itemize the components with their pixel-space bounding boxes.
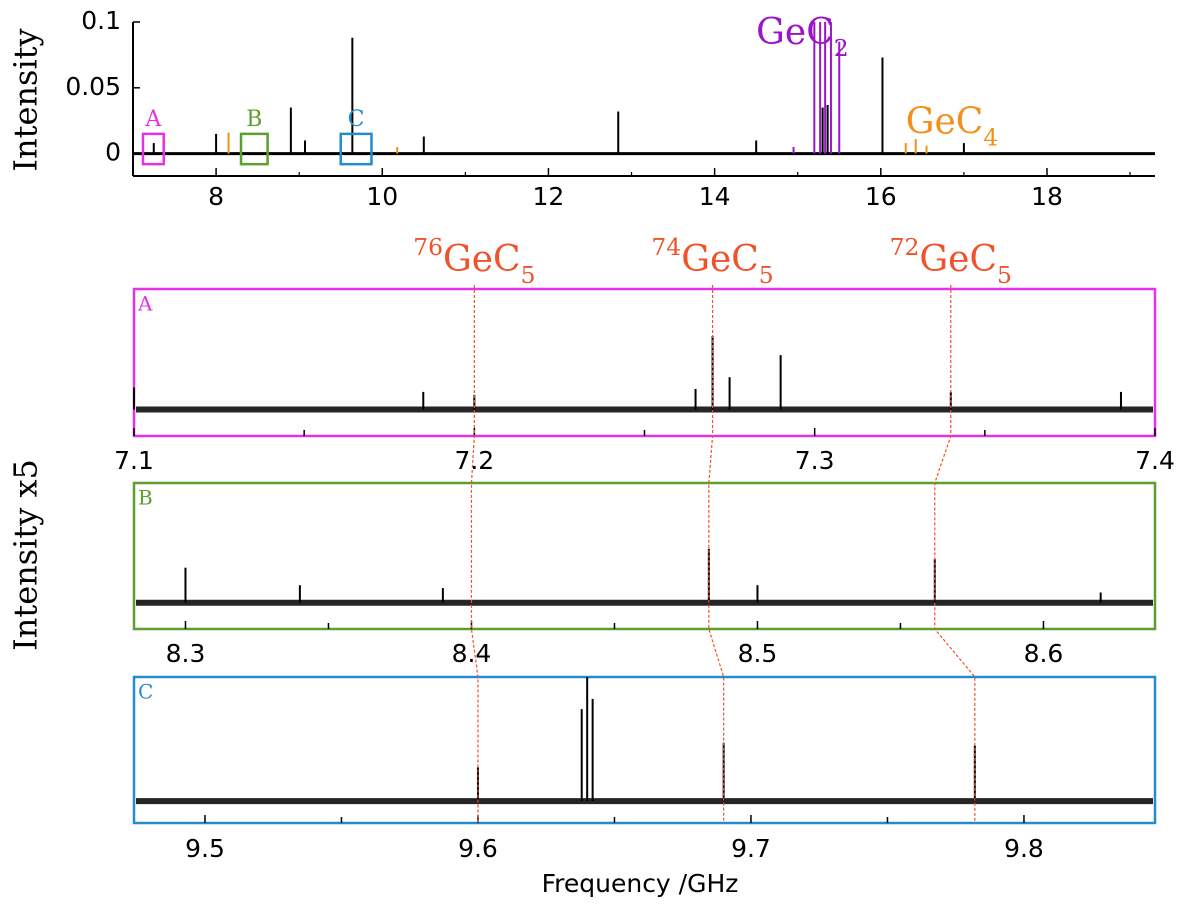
box-label: A (144, 107, 162, 132)
panel-label: C (138, 680, 153, 704)
x-tick-label: 8.4 (452, 639, 492, 668)
y-axis-label: Intensity (7, 28, 45, 171)
zoom-box (239, 132, 269, 166)
isotope-line (934, 285, 976, 823)
x-tick-label: 10 (366, 182, 398, 211)
x-tick-label: 7.3 (795, 446, 835, 475)
x-tick-label: 12 (533, 182, 565, 211)
x-tick-label: 8.3 (166, 639, 206, 668)
box-label: B (246, 107, 262, 132)
label-text: GeC (443, 239, 521, 280)
isotope-line (708, 285, 725, 823)
x-tick-label: 8.5 (738, 639, 778, 668)
box-label: C (348, 107, 365, 132)
panel-frame (132, 481, 1157, 631)
zoom-box (141, 132, 165, 166)
x-tick-label: 18 (1031, 182, 1063, 211)
label-text: GeC (681, 239, 759, 280)
x-tick-label: 8 (208, 182, 224, 211)
x-tick-label: 8.6 (1024, 639, 1064, 668)
panel-frame (132, 675, 1157, 825)
label-sub: 5 (759, 261, 774, 289)
annotation: 74GeC5 (651, 233, 773, 289)
label-sub: 4 (983, 123, 998, 151)
x-axis-label: Frequency /GHz (542, 869, 739, 898)
label-sup: 76 (413, 233, 443, 261)
label-text: GeC (919, 239, 997, 280)
label-sup: 72 (890, 233, 920, 261)
annotation: GeC4 (906, 102, 999, 151)
x-tick-label: 9.6 (458, 834, 498, 863)
annotation: GeC2 (756, 12, 849, 62)
isotope-line (470, 285, 479, 823)
x-tick-label: 16 (865, 182, 897, 211)
x-tick-label: 7.4 (1135, 446, 1175, 475)
x-tick-label: 7.2 (454, 446, 494, 475)
x-tick-label: 14 (699, 182, 731, 211)
x-tick-label: 9.5 (185, 834, 225, 863)
label-text: GeC (756, 12, 834, 53)
label-text: GeC (906, 102, 984, 143)
label-sub: 5 (997, 261, 1012, 289)
x-tick-label: 9.8 (1004, 834, 1044, 863)
x-tick-label: 7.1 (114, 446, 154, 475)
label-sub: 2 (834, 34, 849, 62)
annotation: 76GeC5 (413, 233, 535, 289)
x-tick-label: 9.7 (731, 834, 771, 863)
label-sub: 5 (521, 261, 536, 289)
y-axis-label: Intensity x5 (7, 459, 45, 651)
label-sup: 74 (651, 233, 681, 261)
y-tick-label: 0.05 (65, 72, 121, 101)
y-tick-label: 0.1 (81, 6, 121, 35)
panel-frame (132, 287, 1157, 438)
y-tick-label: 0 (105, 138, 121, 167)
panel-label: A (137, 292, 153, 316)
annotation: 72GeC5 (890, 233, 1012, 289)
zoom-box (339, 132, 373, 166)
panel-label: B (138, 486, 153, 510)
